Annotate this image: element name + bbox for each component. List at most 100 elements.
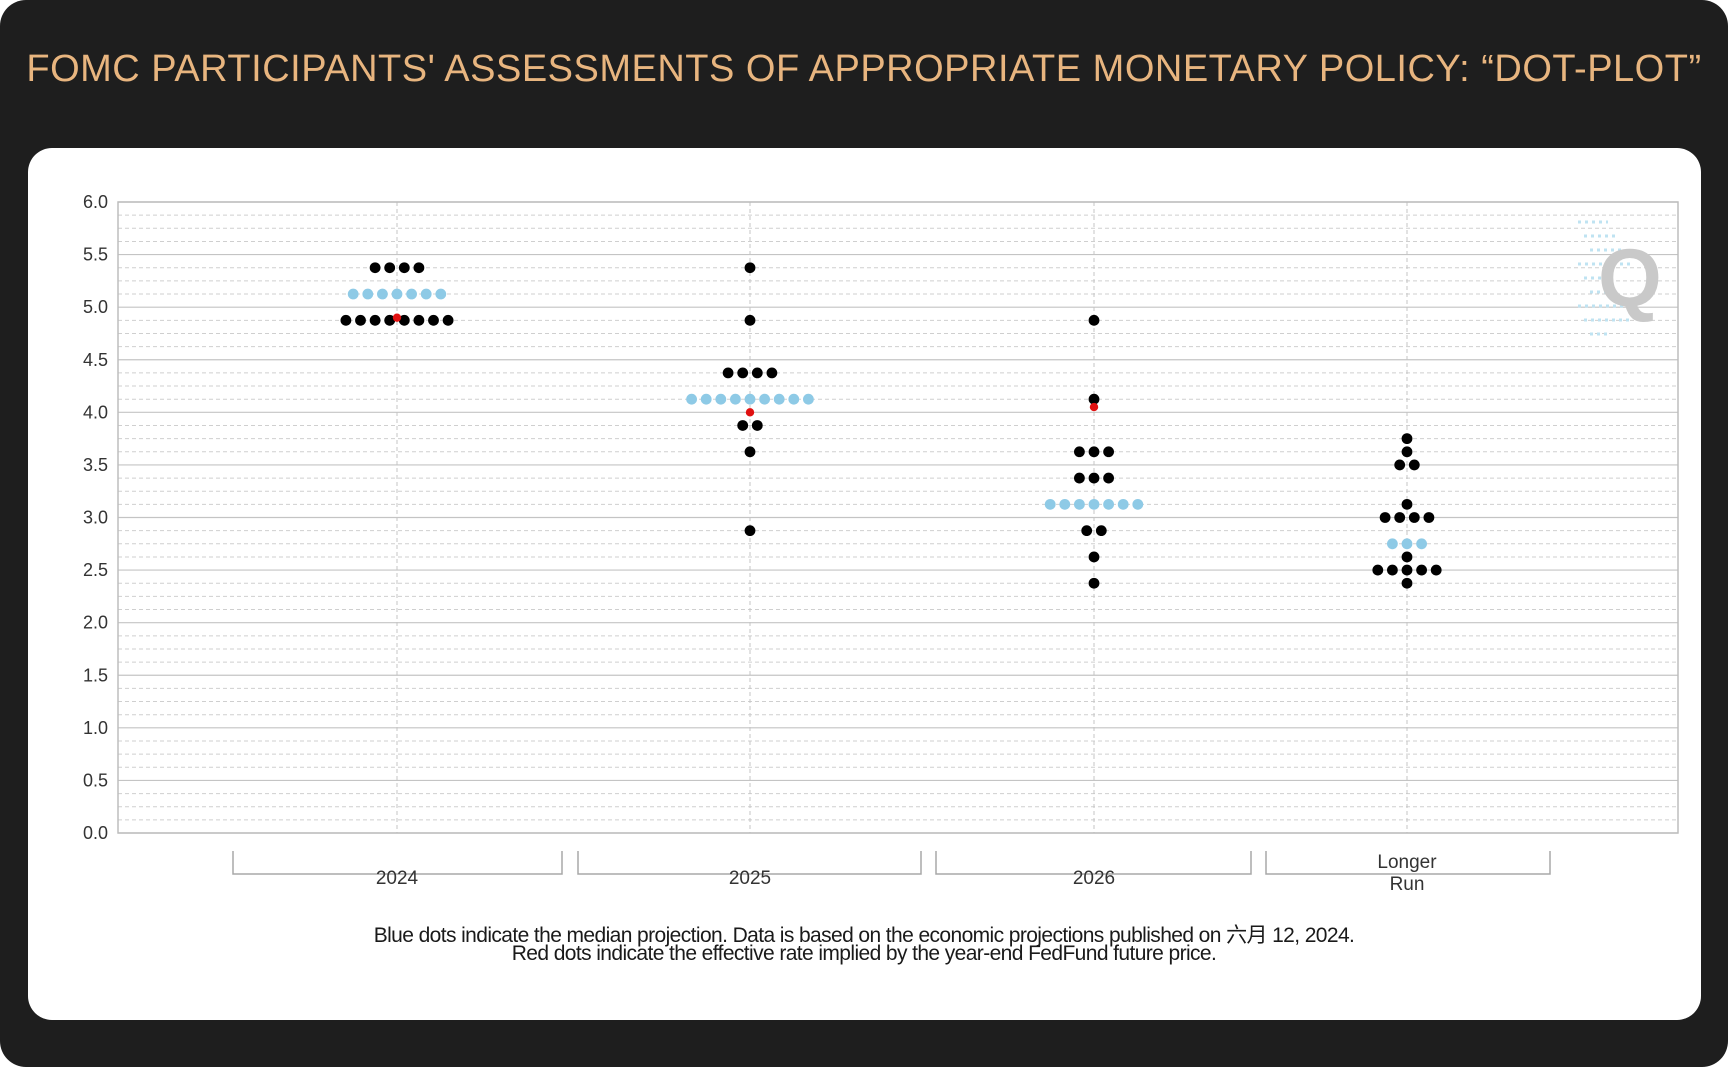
y-tick-label: 1.0 bbox=[83, 718, 108, 738]
median-dot bbox=[744, 393, 756, 405]
x-category-label: 2025 bbox=[729, 868, 771, 889]
x-category-label: 2026 bbox=[1073, 868, 1115, 889]
participant-dot bbox=[1379, 512, 1391, 523]
participant-dot bbox=[1372, 564, 1384, 576]
brand-watermark: Q bbox=[1598, 233, 1662, 324]
y-tick-label: 3.0 bbox=[83, 508, 108, 528]
median-dot bbox=[715, 393, 727, 405]
y-tick-label: 3.5 bbox=[83, 455, 108, 475]
median-dot bbox=[1416, 538, 1427, 550]
x-category-label: Run bbox=[1390, 874, 1425, 895]
y-tick-label: 0.0 bbox=[83, 823, 108, 843]
median-dot bbox=[1044, 498, 1056, 510]
participant-dot bbox=[355, 314, 366, 326]
participant-dot bbox=[384, 314, 396, 326]
category-bracket bbox=[232, 851, 563, 875]
median-dot bbox=[803, 393, 814, 405]
participant-dot bbox=[1103, 472, 1114, 484]
y-tick-label: 5.5 bbox=[83, 245, 108, 265]
participant-dot bbox=[744, 314, 756, 326]
participant-dot bbox=[1074, 472, 1085, 484]
participant-dot bbox=[1103, 446, 1114, 458]
participant-dot bbox=[1088, 577, 1100, 589]
median-dot bbox=[347, 288, 359, 300]
median-dot bbox=[1059, 498, 1071, 510]
median-dot bbox=[759, 393, 770, 405]
participant-dot bbox=[340, 314, 352, 326]
median-dot bbox=[1088, 498, 1100, 510]
median-dot bbox=[1401, 538, 1413, 550]
median-dot bbox=[730, 393, 741, 405]
participant-dot bbox=[369, 262, 381, 274]
participant-dot bbox=[413, 262, 425, 274]
median-dot bbox=[1387, 538, 1398, 550]
median-dot bbox=[773, 393, 785, 405]
participant-dot bbox=[1401, 564, 1413, 576]
participant-dot bbox=[1401, 577, 1413, 589]
median-dot bbox=[377, 288, 388, 300]
category-bracket bbox=[935, 851, 1252, 875]
participant-dot bbox=[1401, 433, 1413, 445]
participant-dot bbox=[737, 367, 749, 379]
implied-rate-dot bbox=[745, 408, 755, 417]
participant-dot bbox=[413, 314, 425, 326]
participant-dot bbox=[398, 262, 410, 274]
implied-rate-dot bbox=[392, 313, 402, 322]
participant-dot bbox=[398, 314, 410, 326]
median-dot bbox=[362, 288, 374, 300]
median-dot bbox=[406, 288, 417, 300]
median-dot bbox=[788, 393, 800, 405]
participant-dot bbox=[744, 446, 756, 458]
participant-dot bbox=[751, 367, 763, 379]
y-tick-label: 1.5 bbox=[83, 665, 108, 685]
participant-dot bbox=[1095, 525, 1107, 537]
median-dot bbox=[1074, 498, 1085, 510]
participant-dot bbox=[744, 262, 756, 274]
participant-dot bbox=[428, 314, 439, 326]
participant-dot bbox=[1408, 512, 1420, 523]
median-dot bbox=[686, 393, 697, 405]
participant-dot bbox=[1416, 564, 1427, 576]
participant-dot bbox=[1088, 393, 1100, 405]
median-dot bbox=[1117, 498, 1129, 510]
participant-dot bbox=[1074, 446, 1085, 458]
page-title: FOMC PARTICIPANTS' ASSESSMENTS OF APPROP… bbox=[26, 48, 1702, 90]
y-tick-label: 4.5 bbox=[83, 350, 108, 370]
y-tick-label: 4.0 bbox=[83, 402, 108, 422]
chart-note-median: Blue dots indicate the median projection… bbox=[373, 924, 1355, 947]
y-tick-label: 0.5 bbox=[83, 770, 108, 790]
participant-dot bbox=[384, 262, 396, 274]
participant-dot bbox=[1408, 459, 1420, 471]
participant-dot bbox=[1387, 564, 1398, 576]
x-category-label: Longer bbox=[1377, 852, 1437, 873]
y-tick-label: 5.0 bbox=[83, 297, 108, 317]
median-dot bbox=[420, 288, 432, 300]
participant-dot bbox=[442, 314, 454, 326]
median-dot bbox=[435, 288, 447, 300]
participant-dot bbox=[1423, 512, 1435, 523]
participant-dot bbox=[1088, 314, 1100, 326]
x-category-label: 2024 bbox=[376, 868, 419, 889]
participant-dot bbox=[1401, 446, 1413, 458]
plot-border bbox=[117, 201, 1679, 834]
participant-dot bbox=[766, 367, 778, 379]
y-tick-label: 2.0 bbox=[83, 613, 108, 633]
median-dot bbox=[1132, 498, 1144, 510]
participant-dot bbox=[1401, 498, 1413, 510]
chart-note-implied: Red dots indicate the effective rate imp… bbox=[511, 942, 1217, 965]
participant-dot bbox=[744, 525, 756, 537]
participant-dot bbox=[1401, 551, 1413, 563]
y-tick-label: 6.0 bbox=[83, 192, 108, 212]
participant-dot bbox=[1088, 472, 1100, 484]
participant-dot bbox=[1394, 512, 1406, 523]
participant-dot bbox=[1088, 446, 1100, 458]
participant-dot bbox=[1394, 459, 1406, 471]
median-dot bbox=[1103, 498, 1114, 510]
category-bracket bbox=[1265, 851, 1551, 875]
participant-dot bbox=[1430, 564, 1442, 576]
implied-rate-dot bbox=[1089, 402, 1099, 412]
participant-dot bbox=[1081, 525, 1093, 537]
participant-dot bbox=[722, 367, 734, 379]
median-dot bbox=[700, 393, 712, 405]
